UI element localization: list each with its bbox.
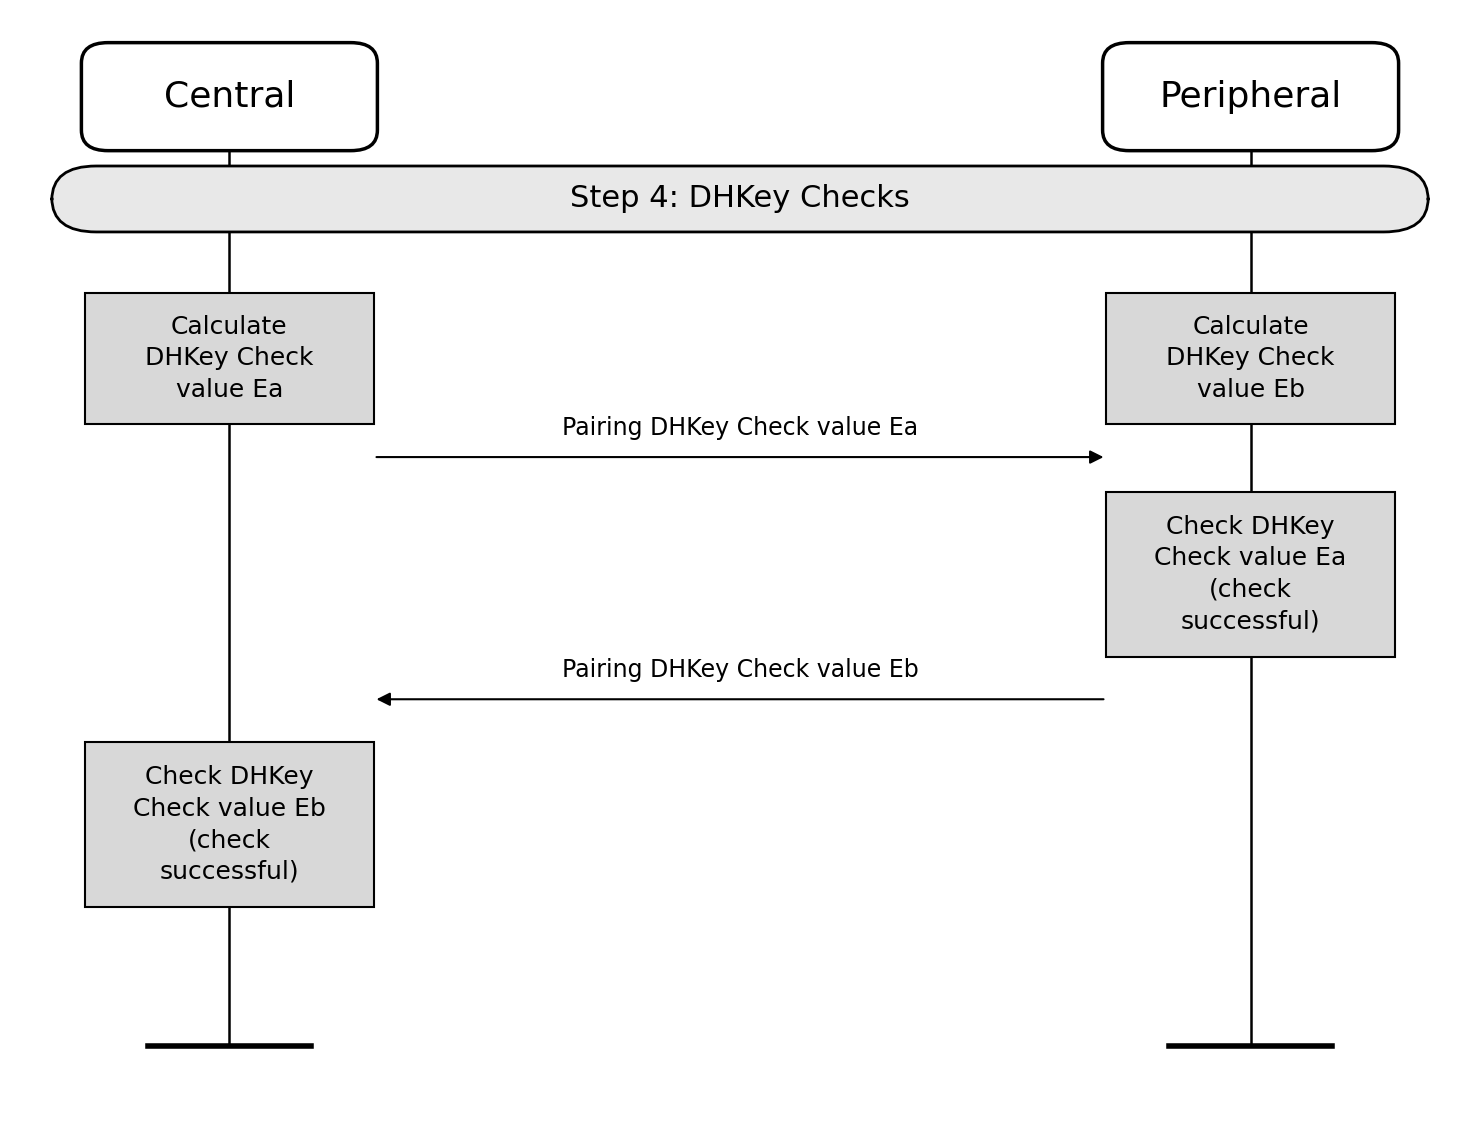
FancyBboxPatch shape xyxy=(86,741,373,907)
FancyBboxPatch shape xyxy=(1103,42,1399,150)
FancyBboxPatch shape xyxy=(52,166,1428,232)
Text: Calculate
DHKey Check
value Ea: Calculate DHKey Check value Ea xyxy=(145,315,314,401)
Text: Step 4: DHKey Checks: Step 4: DHKey Checks xyxy=(570,184,910,214)
FancyBboxPatch shape xyxy=(86,292,373,423)
Text: Pairing DHKey Check value Ea: Pairing DHKey Check value Ea xyxy=(562,416,918,440)
Text: Check DHKey
Check value Eb
(check
successful): Check DHKey Check value Eb (check succes… xyxy=(133,765,326,883)
FancyBboxPatch shape xyxy=(81,42,377,150)
Text: Central: Central xyxy=(164,80,295,114)
Text: Check DHKey
Check value Ea
(check
successful): Check DHKey Check value Ea (check succes… xyxy=(1154,515,1347,633)
FancyBboxPatch shape xyxy=(1107,491,1394,657)
Text: Pairing DHKey Check value Eb: Pairing DHKey Check value Eb xyxy=(561,658,919,682)
Text: Calculate
DHKey Check
value Eb: Calculate DHKey Check value Eb xyxy=(1166,315,1335,401)
Text: Peripheral: Peripheral xyxy=(1159,80,1342,114)
FancyBboxPatch shape xyxy=(1107,292,1394,423)
